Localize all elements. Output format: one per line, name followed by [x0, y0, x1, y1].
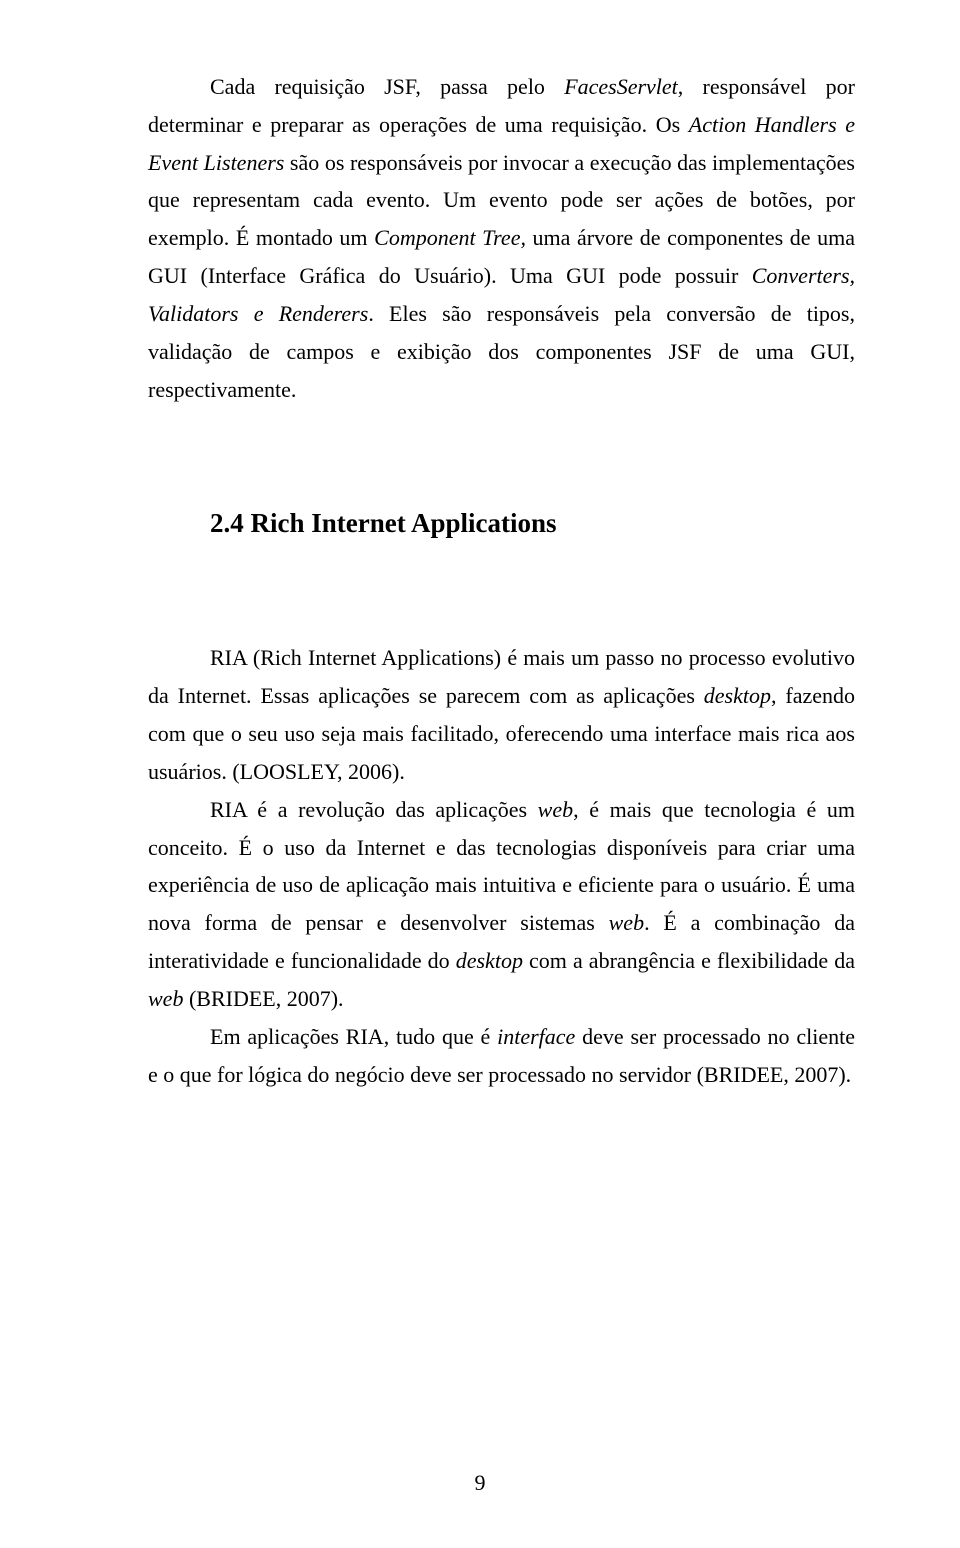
body-text: (BRIDEE, 2007).: [183, 986, 343, 1011]
body-text: com a abrangência e flexibilidade da: [523, 948, 855, 973]
italic-text: web: [609, 910, 644, 935]
document-page: Cada requisição JSF, passa pelo FacesSer…: [0, 0, 960, 1548]
page-number: 9: [0, 1470, 960, 1496]
paragraph-1: Cada requisição JSF, passa pelo FacesSer…: [148, 68, 855, 408]
paragraph-2: RIA (Rich Internet Applications) é mais …: [148, 639, 855, 790]
section-heading: 2.4 Rich Internet Applications: [210, 508, 855, 539]
body-text: Cada requisição JSF, passa pelo: [210, 74, 564, 99]
italic-text: Component Tree,: [374, 225, 526, 250]
italic-text: web: [148, 986, 183, 1011]
paragraph-3: RIA é a revolução das aplicações web, é …: [148, 791, 855, 1018]
body-text: RIA é a revolução das aplicações: [210, 797, 538, 822]
italic-text: desktop: [456, 948, 523, 973]
italic-text: FacesServlet: [564, 74, 678, 99]
italic-text: interface: [497, 1024, 575, 1049]
paragraph-4: Em aplicações RIA, tudo que é interface …: [148, 1018, 855, 1094]
body-text: Em aplicações RIA, tudo que é: [210, 1024, 497, 1049]
italic-text: web: [538, 797, 573, 822]
italic-text: desktop: [704, 683, 771, 708]
